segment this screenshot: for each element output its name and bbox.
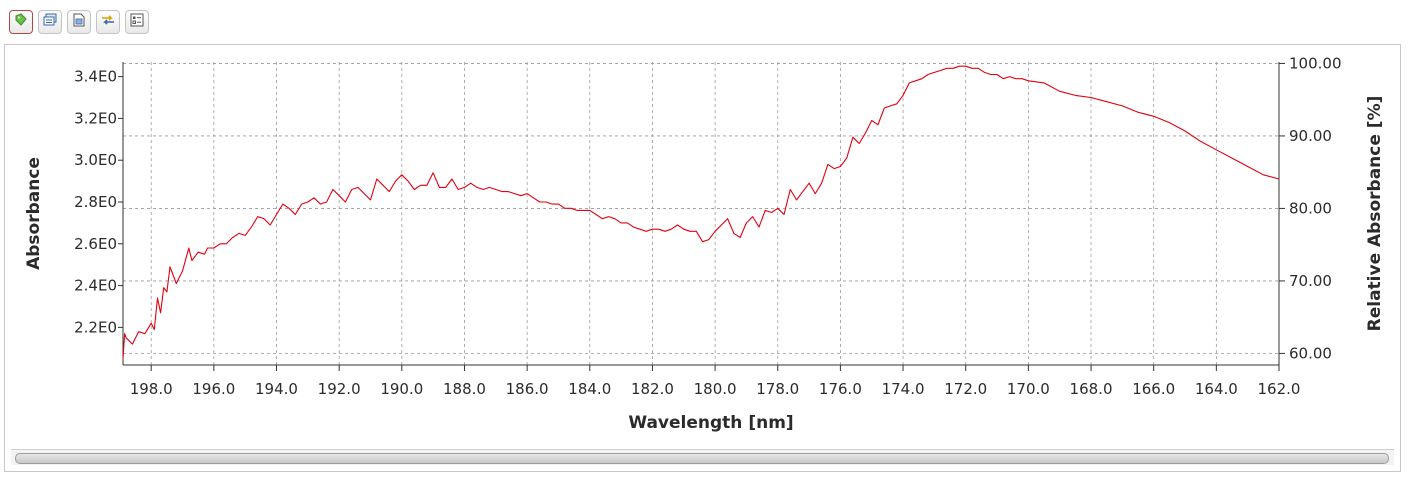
x-tick-label: 186.0: [506, 380, 549, 398]
y-axis-title: Absorbance: [24, 157, 44, 270]
x-tick-label: 170.0: [1007, 380, 1050, 398]
x-tick-label: 162.0: [1258, 380, 1301, 398]
x-tick-label: 190.0: [380, 380, 423, 398]
settings-list-button[interactable]: [125, 10, 149, 34]
y-right-tick-label: 100.00: [1289, 54, 1342, 72]
horizontal-scrollbar[interactable]: [11, 449, 1394, 465]
x-tick-label: 198.0: [130, 380, 173, 398]
y-tick-label: 2.2E0: [74, 318, 117, 336]
y-tick-label: 3.0E0: [74, 151, 117, 169]
y-tick-label: 2.8E0: [74, 193, 117, 211]
x-tick-label: 164.0: [1195, 380, 1238, 398]
x-tick-label: 166.0: [1132, 380, 1175, 398]
x-tick-label: 180.0: [694, 380, 737, 398]
tag-button[interactable]: [9, 10, 33, 34]
y-right-tick-label: 70.00: [1289, 272, 1332, 290]
x-tick-label: 172.0: [944, 380, 987, 398]
document-button[interactable]: [67, 10, 91, 34]
notes-button[interactable]: [38, 10, 62, 34]
toolbar: [9, 10, 149, 36]
y-tick-label: 3.2E0: [74, 109, 117, 127]
y-right-axis-title: Relative Absorbance [%]: [1365, 96, 1385, 332]
scrollbar-thumb[interactable]: [15, 453, 1389, 464]
switch-button[interactable]: [96, 10, 120, 34]
x-tick-label: 178.0: [756, 380, 799, 398]
x-tick-label: 196.0: [192, 380, 235, 398]
x-tick-label: 182.0: [631, 380, 674, 398]
x-tick-label: 194.0: [255, 380, 298, 398]
absorbance-chart: 198.0 196.0 194.0 192.0 190.0 188.0 186.0 184.0…: [24, 54, 1385, 433]
y-tick-label: 3.4E0: [74, 68, 117, 86]
y-right-tick-label: 80.00: [1289, 199, 1332, 217]
x-axis-title: Wavelength [nm]: [628, 413, 793, 433]
x-tick-label: 176.0: [819, 380, 862, 398]
y-tick-label: 2.4E0: [74, 277, 117, 295]
chart-panel: 198.0 196.0 194.0 192.0 190.0 188.0 186.0 184.0…: [4, 44, 1401, 472]
absorbance-series-line: [122, 65, 1280, 359]
x-tick-label: 174.0: [882, 380, 925, 398]
x-tick-label: 192.0: [318, 380, 361, 398]
y-right-tick-label: 90.00: [1289, 127, 1332, 145]
settings-list-icon: [129, 12, 145, 32]
notes-icon: [42, 12, 58, 32]
x-tick-label: 168.0: [1070, 380, 1113, 398]
y-right-tick-label: 60.00: [1289, 344, 1332, 362]
switch-arrows-icon: [100, 12, 116, 32]
x-tick-label: 188.0: [443, 380, 486, 398]
x-tick-label: 184.0: [568, 380, 611, 398]
y-tick-label: 2.6E0: [74, 235, 117, 253]
document-icon: [71, 12, 87, 32]
tag-icon: [13, 12, 29, 32]
